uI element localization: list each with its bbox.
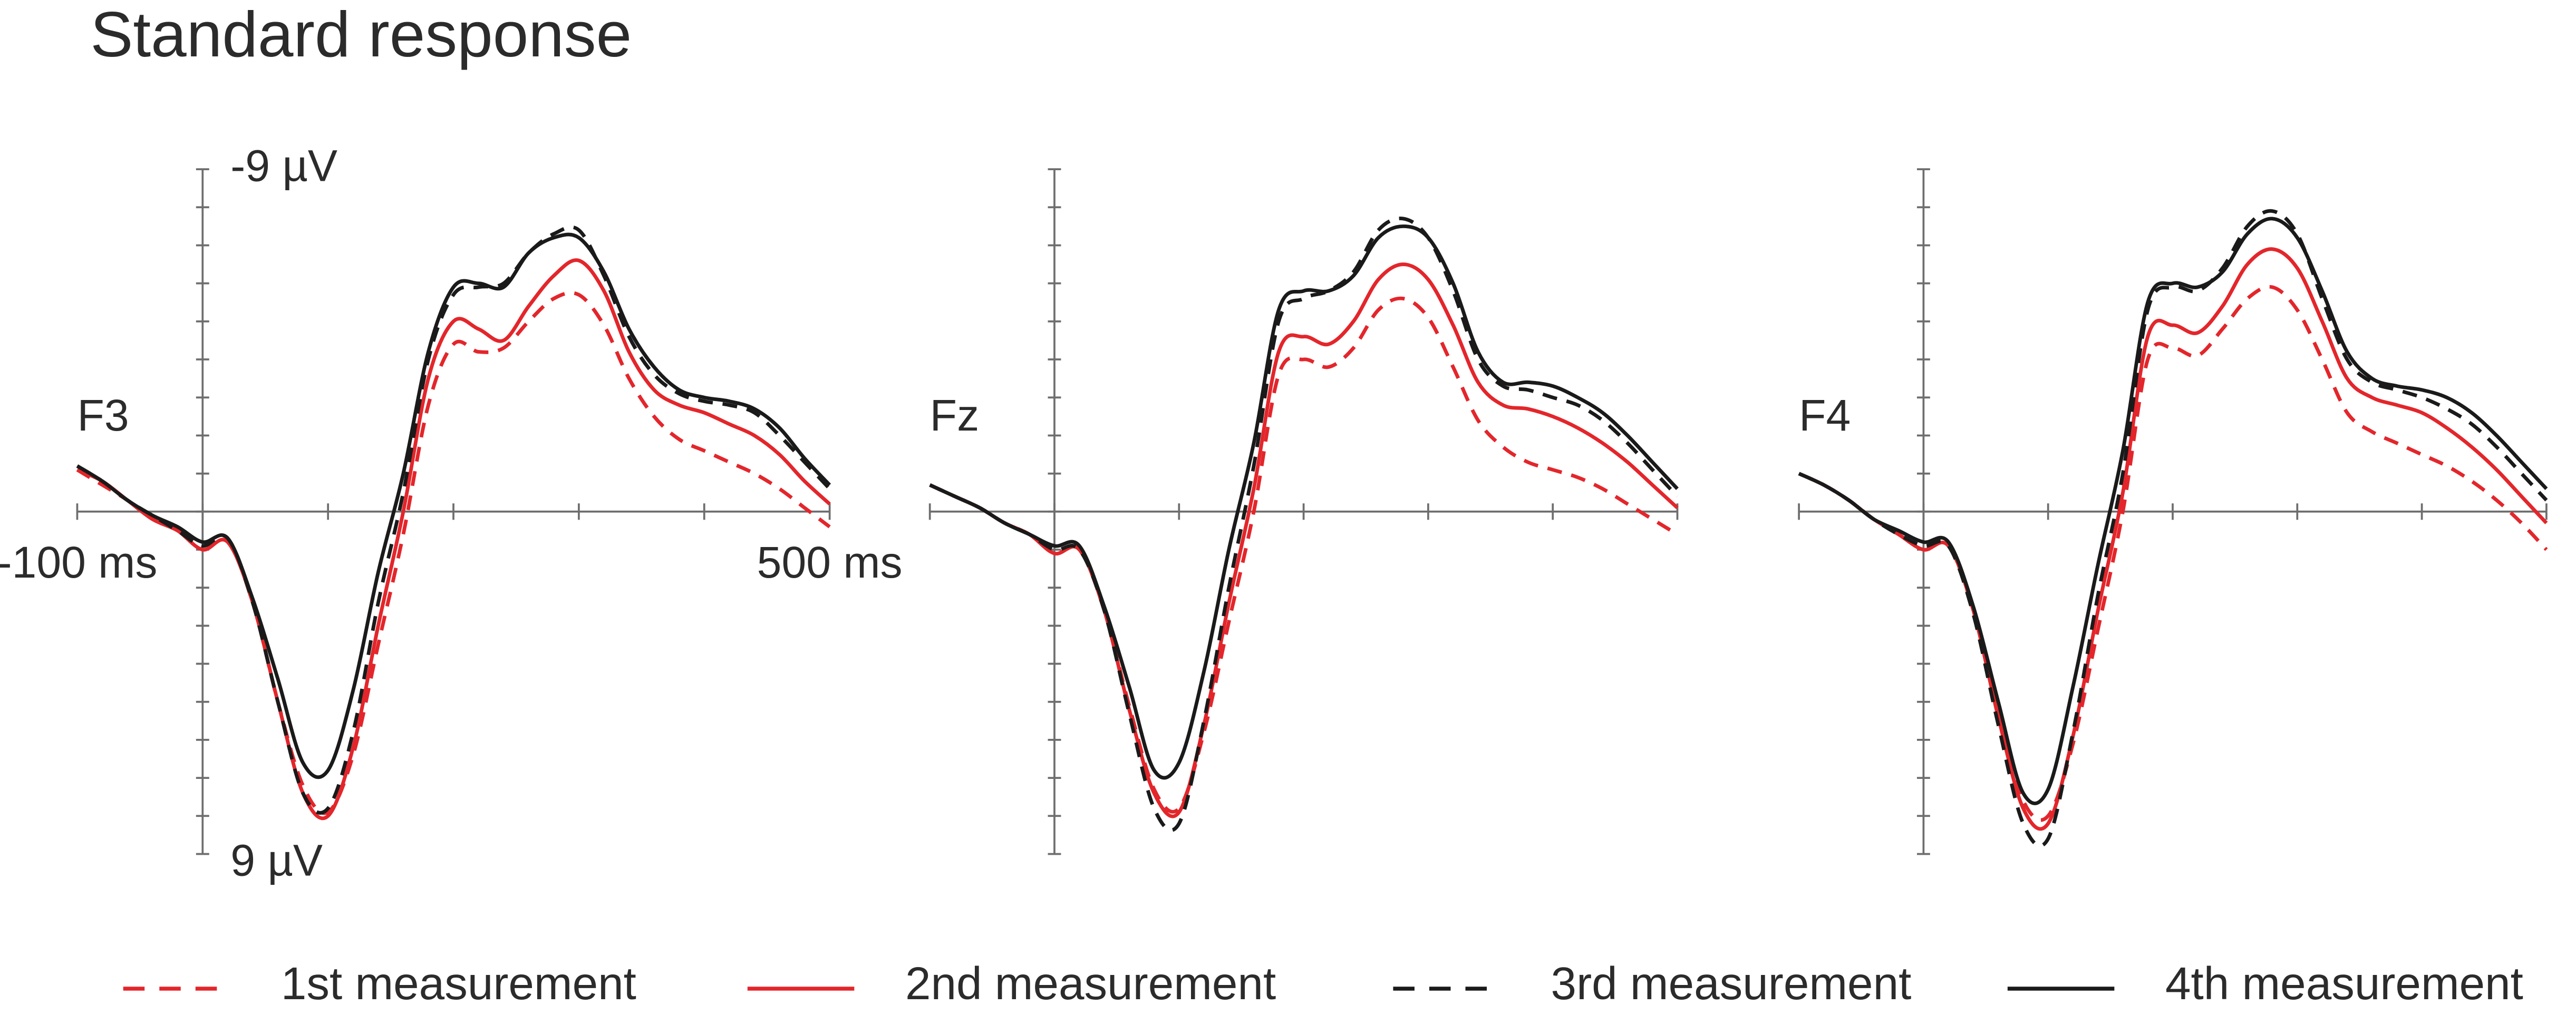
panel-label: F3 <box>77 391 129 440</box>
series-line <box>1798 285 2548 822</box>
legend-label: 1st measurement <box>281 958 636 1009</box>
series-line <box>1798 209 2548 848</box>
series-line <box>76 258 831 821</box>
series-line <box>929 262 1679 818</box>
series-line <box>76 232 831 779</box>
x-tick-label: -100 ms <box>0 538 157 587</box>
panel: -100 ms 500 ms -9 µV 9 µV F3 <box>0 141 903 885</box>
series-line <box>76 291 831 815</box>
panel: Fz <box>928 168 1679 855</box>
series-line <box>1798 247 2548 831</box>
y-tick-label: 9 µV <box>230 835 323 885</box>
figure-title: Standard response <box>90 0 632 70</box>
series-line <box>929 217 1679 832</box>
x-tick-label: 500 ms <box>757 538 903 587</box>
series-line <box>1798 217 2548 805</box>
legend-label: 4th measurement <box>2165 958 2523 1009</box>
series-line <box>929 224 1679 780</box>
y-tick-label: -9 µV <box>230 141 337 190</box>
legend: 1st measurement 2nd measurement 3rd measur… <box>123 958 2523 1009</box>
panel: F4 <box>1798 168 2548 855</box>
legend-label: 3rd measurement <box>1551 958 1912 1009</box>
series-line <box>929 296 1679 814</box>
series-line <box>76 225 831 815</box>
panel-label: F4 <box>1799 391 1851 440</box>
panel-label: Fz <box>930 391 979 440</box>
legend-label: 2nd measurement <box>905 958 1276 1009</box>
